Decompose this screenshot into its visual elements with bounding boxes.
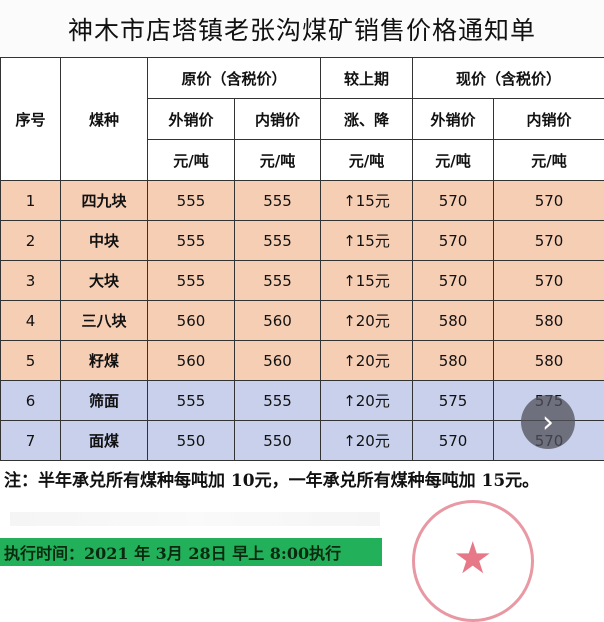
cell-no: 5 [1, 341, 61, 381]
unit: 元/吨 [148, 140, 235, 181]
cell-chg: ↑20元 [321, 301, 413, 341]
cell-n-ext: 570 [413, 261, 494, 301]
blurred-text [10, 512, 380, 526]
cell-chg: ↑15元 [321, 221, 413, 261]
cell-chg: ↑15元 [321, 261, 413, 301]
cell-n-int: 570 [494, 181, 604, 221]
header-now-int: 内销价 [494, 99, 604, 140]
cell-chg: ↑15元 [321, 181, 413, 221]
cell-n-int: 580 [494, 341, 604, 381]
cell-chg: ↑20元 [321, 341, 413, 381]
cell-o-ext: 555 [148, 261, 235, 301]
cell-name: 中块 [61, 221, 148, 261]
cell-no: 3 [1, 261, 61, 301]
header-orig: 原价（含税价） [148, 58, 321, 99]
cell-no: 4 [1, 301, 61, 341]
header-now-ext: 外销价 [413, 99, 494, 140]
cell-n-int: 570 [494, 261, 604, 301]
cell-o-ext: 560 [148, 341, 235, 381]
header-now: 现价（含税价） [413, 58, 604, 99]
cell-o-int: 555 [235, 381, 321, 421]
cell-no: 2 [1, 221, 61, 261]
cell-chg: ↑20元 [321, 381, 413, 421]
header-orig-ext: 外销价 [148, 99, 235, 140]
cell-n-int: 580 [494, 301, 604, 341]
cell-name: 面煤 [61, 421, 148, 461]
cell-n-ext: 580 [413, 301, 494, 341]
cell-n-ext: 575 [413, 381, 494, 421]
cell-o-int: 555 [235, 261, 321, 301]
cell-o-ext: 550 [148, 421, 235, 461]
cell-n-int: 570 [494, 221, 604, 261]
unit: 元/吨 [235, 140, 321, 181]
note: 注：半年承兑所有煤种每吨加 10元，一年承兑所有煤种每吨加 15元。 [4, 466, 539, 491]
chevron-right-icon[interactable]: › [521, 395, 575, 449]
cell-o-int: 560 [235, 301, 321, 341]
header-orig-int: 内销价 [235, 99, 321, 140]
header-change: 涨、降 [321, 99, 413, 140]
cell-no: 6 [1, 381, 61, 421]
cell-n-ext: 570 [413, 221, 494, 261]
cell-o-int: 555 [235, 181, 321, 221]
star-icon: ★ [453, 533, 492, 584]
cell-o-ext: 555 [148, 221, 235, 261]
cell-n-ext: 580 [413, 341, 494, 381]
cell-n-ext: 570 [413, 421, 494, 461]
cell-name: 大块 [61, 261, 148, 301]
cell-chg: ↑20元 [321, 421, 413, 461]
header-coal: 煤种 [61, 58, 148, 181]
unit: 元/吨 [494, 140, 604, 181]
cell-o-ext: 560 [148, 301, 235, 341]
header-seq: 序号 [1, 58, 61, 181]
cell-o-int: 555 [235, 221, 321, 261]
page-title: 神木市店塔镇老张沟煤矿销售价格通知单 [0, 0, 604, 57]
execution-time: 执行时间：2021 年 3月 28日 早上 8:00执行 [0, 538, 382, 566]
cell-name: 籽煤 [61, 341, 148, 381]
unit: 元/吨 [321, 140, 413, 181]
cell-o-int: 550 [235, 421, 321, 461]
cell-name: 四九块 [61, 181, 148, 221]
unit: 元/吨 [413, 140, 494, 181]
cell-o-ext: 555 [148, 181, 235, 221]
cell-no: 7 [1, 421, 61, 461]
cell-name: 筛面 [61, 381, 148, 421]
cell-o-ext: 555 [148, 381, 235, 421]
official-seal: ★ [412, 500, 534, 622]
price-table: 序号 煤种 原价（含税价） 较上期 现价（含税价） 外销价 内销价 涨、降 外销… [0, 57, 604, 461]
header-prev: 较上期 [321, 58, 413, 99]
cell-name: 三八块 [61, 301, 148, 341]
cell-o-int: 560 [235, 341, 321, 381]
cell-no: 1 [1, 181, 61, 221]
cell-n-ext: 570 [413, 181, 494, 221]
